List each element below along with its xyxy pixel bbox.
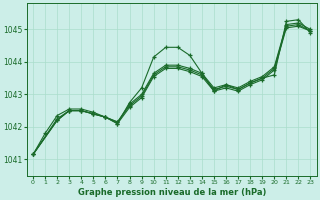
X-axis label: Graphe pression niveau de la mer (hPa): Graphe pression niveau de la mer (hPa) <box>77 188 266 197</box>
